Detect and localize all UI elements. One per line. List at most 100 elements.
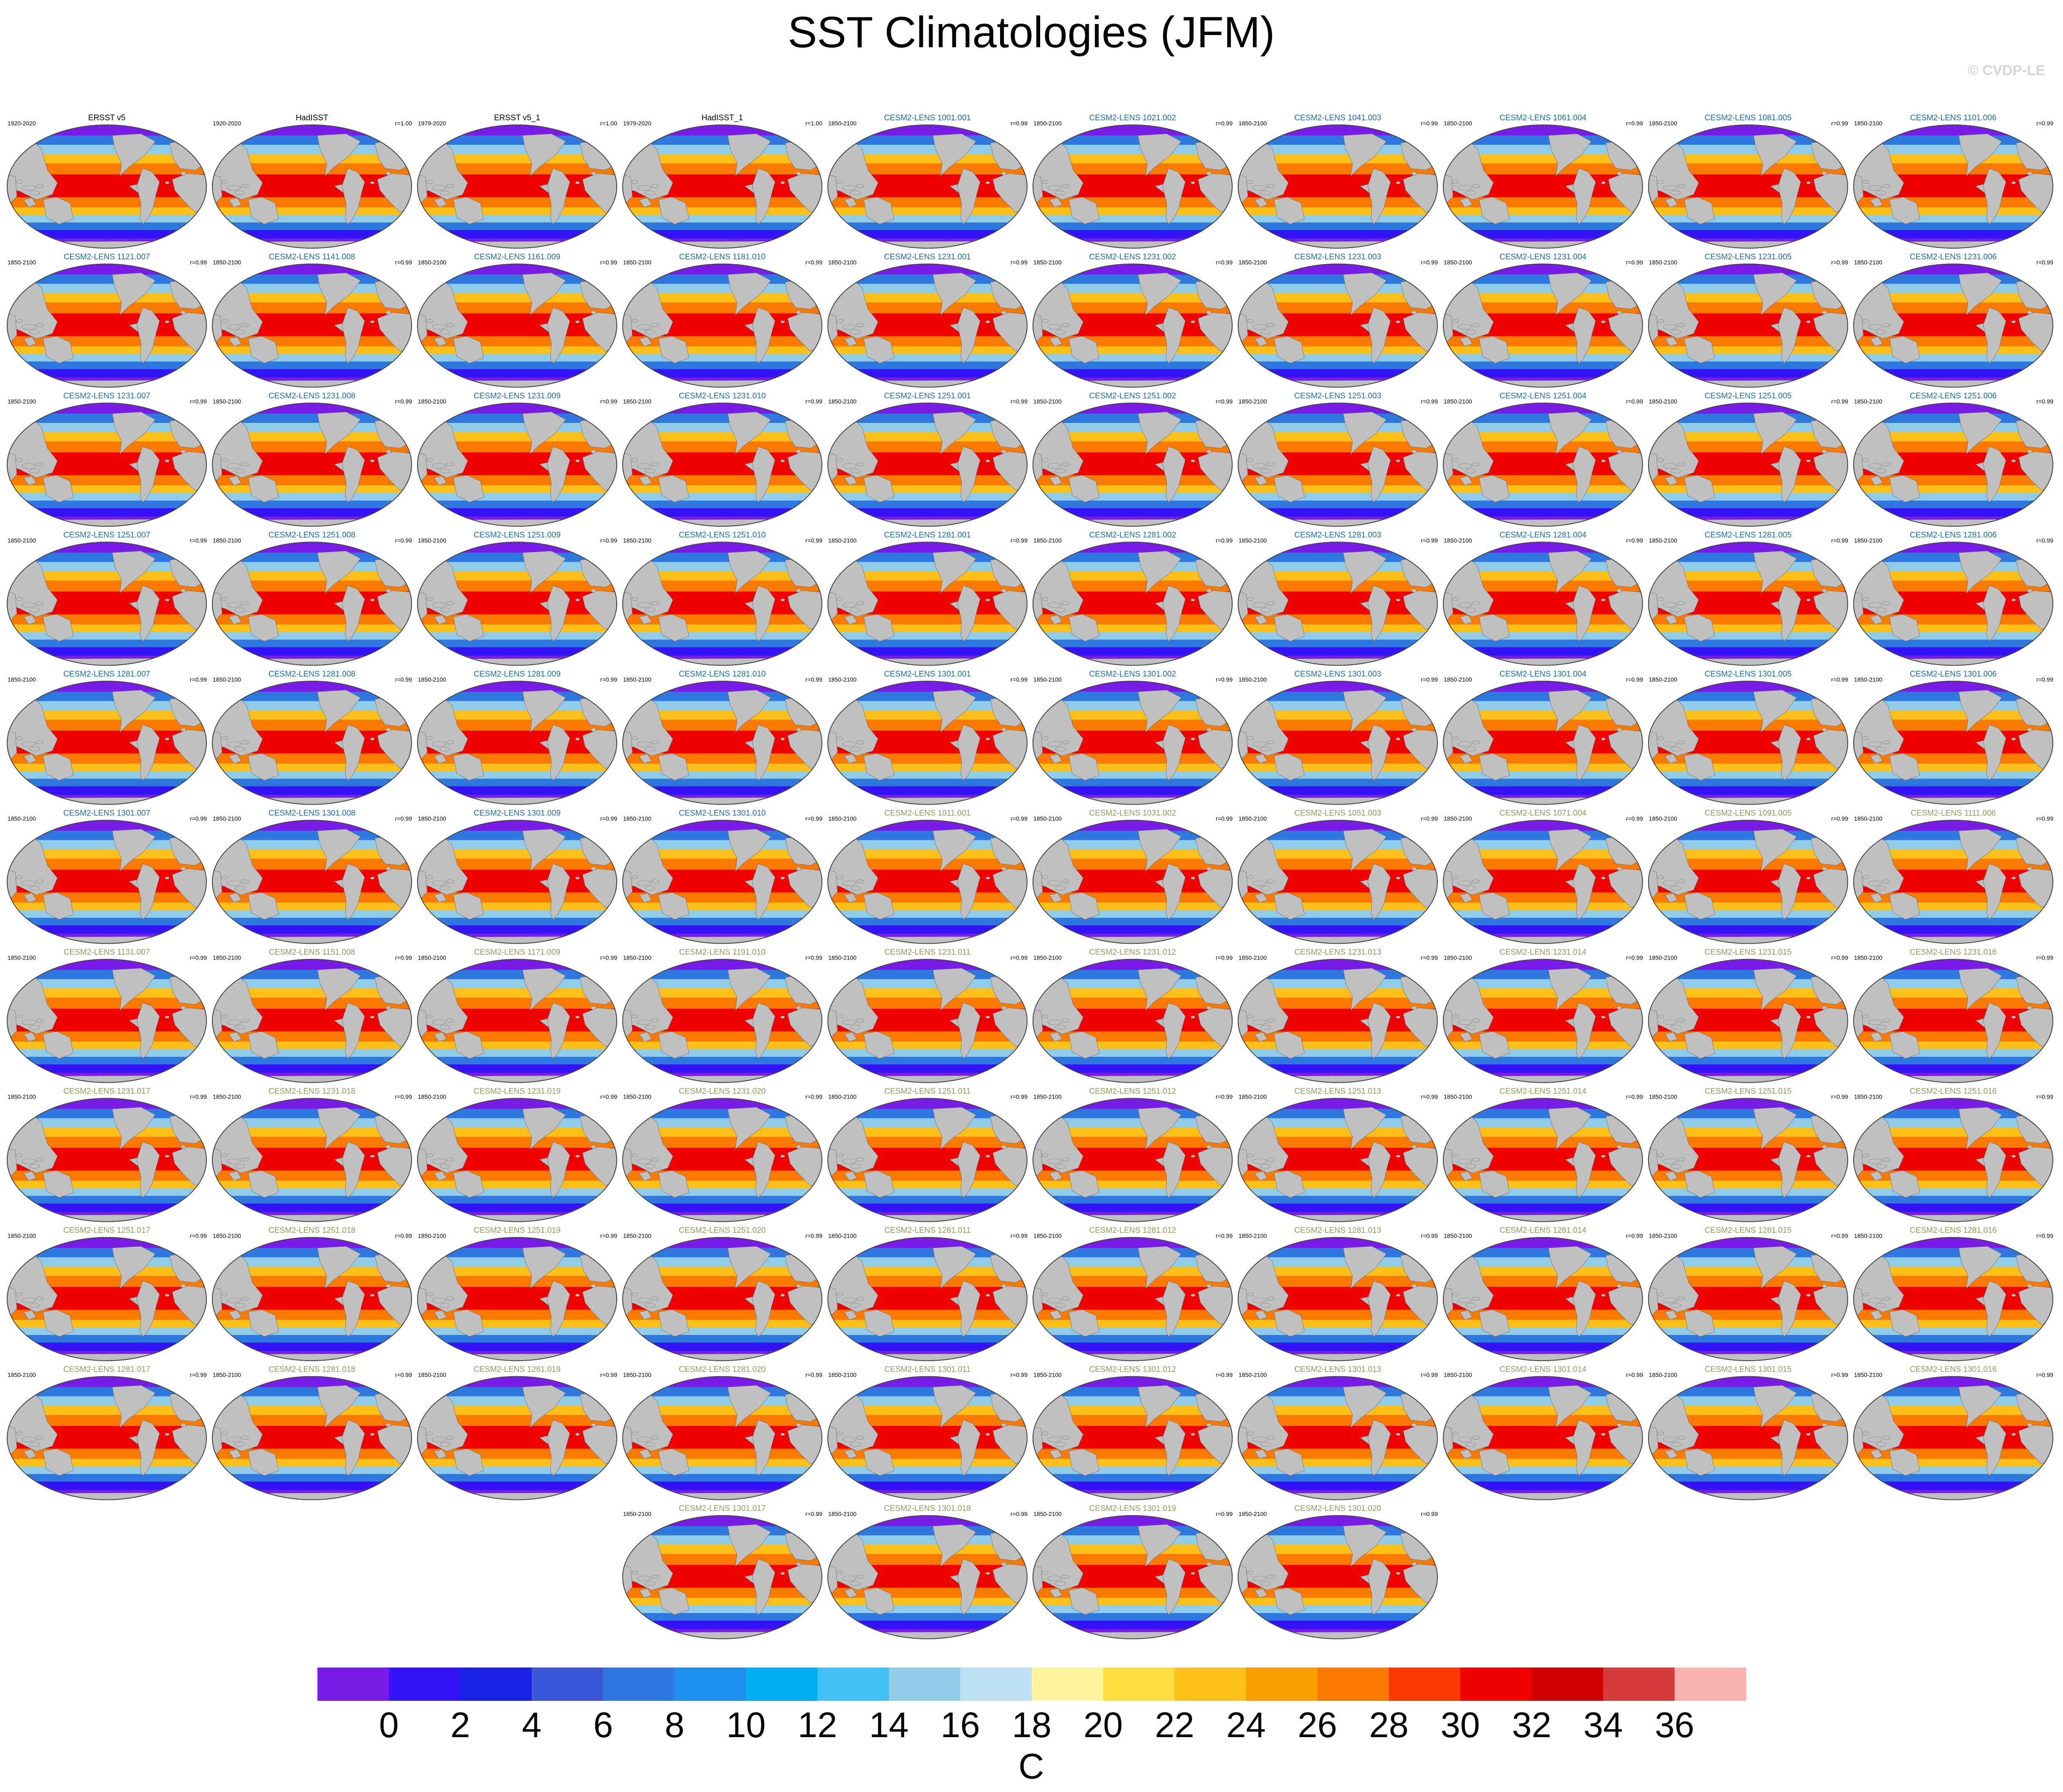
panel-name: CESM2-LENS 1181.010 <box>679 253 766 262</box>
sst-map <box>1853 959 2053 1083</box>
panel-name: CESM2-LENS 1231.008 <box>268 392 355 401</box>
sst-map <box>417 820 617 944</box>
panel-name: CESM2-LENS 1231.006 <box>1910 253 1997 262</box>
panel-name: CESM2-LENS 1281.015 <box>1705 1226 1792 1235</box>
panel-name: CESM2-LENS 1251.019 <box>474 1226 561 1235</box>
sst-map <box>1033 1376 1233 1500</box>
panel-name: CESM2-LENS 1231.002 <box>1089 253 1176 262</box>
panel-name: CESM2-LENS 1281.004 <box>1499 531 1586 540</box>
panel-name: CESM2-LENS 1281.016 <box>1910 1226 1997 1235</box>
panel-correlation: r=0.99 <box>1216 120 1233 127</box>
sst-map <box>622 820 822 944</box>
map-panel: CESM2-LENS 1231.020 1850-2100 r=0.99 <box>622 1087 822 1222</box>
panel-correlation: r=0.99 <box>1626 954 1643 961</box>
panel-period: 1850-2100 <box>1854 1372 1882 1378</box>
panel-name: CESM2-LENS 1281.019 <box>474 1365 561 1374</box>
map-panel: CESM2-LENS 1231.017 1850-2100 r=0.99 <box>7 1087 207 1222</box>
map-panel: CESM2-LENS 1021.002 1850-2100 r=0.99 <box>1033 114 1233 249</box>
panel-name: CESM2-LENS 1131.007 <box>64 948 150 957</box>
panel-correlation: r=0.99 <box>805 1510 822 1517</box>
panel-correlation: r=0.99 <box>190 259 207 266</box>
panel-period: 1850-2100 <box>8 537 36 544</box>
panel-name: CESM2-LENS 1251.001 <box>884 392 971 401</box>
sst-map <box>1648 681 1848 805</box>
map-panel: CESM2-LENS 1231.006 1850-2100 r=0.99 <box>1853 253 2053 388</box>
map-panel: CESM2-LENS 1281.003 1850-2100 r=0.99 <box>1238 531 1438 666</box>
map-panel: CESM2-LENS 1301.016 1850-2100 r=0.99 <box>1853 1365 2053 1500</box>
sst-map <box>417 541 617 666</box>
map-panel: CESM2-LENS 1001.001 1850-2100 r=0.99 <box>827 114 1027 249</box>
panel-period: 1850-2100 <box>1033 1094 1062 1100</box>
sst-map <box>1033 1237 1233 1361</box>
panel-correlation: r=0.99 <box>1421 1510 1438 1517</box>
panel-name: CESM2-LENS 1251.020 <box>679 1226 766 1235</box>
map-panel: CESM2-LENS 1281.002 1850-2100 r=0.99 <box>1033 531 1233 666</box>
sst-map <box>1238 263 1438 388</box>
panel-name: CESM2-LENS 1301.018 <box>884 1504 971 1513</box>
panel-period: 1850-2100 <box>1444 1232 1472 1239</box>
map-panel: CESM2-LENS 1281.008 1850-2100 r=0.99 <box>212 670 412 805</box>
panel-name: CESM2-LENS 1231.005 <box>1705 253 1792 262</box>
panel-name: CESM2-LENS 1281.006 <box>1910 531 1997 540</box>
map-panel: CESM2-LENS 1301.003 1850-2100 r=0.99 <box>1238 670 1438 805</box>
panel-name: CESM2-LENS 1301.013 <box>1294 1365 1381 1374</box>
panel-name: CESM2-LENS 1251.012 <box>1089 1087 1176 1096</box>
panel-period: 1850-2100 <box>1239 815 1267 822</box>
map-panel: CESM2-LENS 1151.008 1850-2100 r=0.99 <box>212 948 412 1083</box>
sst-map <box>417 403 617 527</box>
panel-period: 1850-2100 <box>8 954 36 961</box>
sst-map <box>622 541 822 666</box>
sst-map <box>827 541 1027 666</box>
map-panel: CESM2-LENS 1171.009 1850-2100 r=0.99 <box>417 948 617 1083</box>
panel-correlation: r=0.99 <box>2036 259 2053 266</box>
panel-correlation: r=0.99 <box>2036 815 2053 822</box>
panel-correlation: r=0.99 <box>600 815 617 822</box>
panel-name: CESM2-LENS 1301.003 <box>1294 670 1381 679</box>
map-panel: CESM2-LENS 1251.010 1850-2100 r=0.99 <box>622 531 822 666</box>
panel-period: 1850-2100 <box>1033 259 1062 266</box>
panel-correlation: r=0.99 <box>2036 398 2053 405</box>
panel-correlation: r=0.99 <box>1421 676 1438 683</box>
map-panel: CESM2-LENS 1281.009 1850-2100 r=0.99 <box>417 670 617 805</box>
figure-title: SST Climatologies (JFM) <box>788 8 1275 57</box>
panel-period: 1850-2100 <box>1033 815 1062 822</box>
sst-map <box>1033 541 1233 666</box>
map-panel: CESM2-LENS 1111.006 1850-2100 r=0.99 <box>1853 809 2053 944</box>
colorbar-tick-label: 28 <box>1369 1705 1408 1745</box>
panel-correlation: r=0.99 <box>805 676 822 683</box>
panel-correlation: r=0.99 <box>1831 815 1848 822</box>
colorbar-box <box>1174 1667 1247 1701</box>
map-panel: CESM2-LENS 1231.009 1850-2100 r=0.99 <box>417 392 617 527</box>
colorbar-tick-label: 30 <box>1440 1705 1480 1745</box>
panel-correlation: r=0.99 <box>1831 954 1848 961</box>
panel-correlation: r=0.99 <box>2036 537 2053 544</box>
sst-map <box>1648 959 1848 1083</box>
panel-name: CESM2-LENS 1251.011 <box>884 1087 971 1096</box>
colorbar-tick-label: 10 <box>726 1705 765 1745</box>
sst-map <box>7 1098 207 1222</box>
panel-name: CESM2-LENS 1041.003 <box>1294 114 1381 122</box>
panel-name: CESM2-LENS 1171.009 <box>474 948 561 957</box>
panel-correlation: r=0.99 <box>395 815 412 822</box>
panel-name: CESM2-LENS 1251.010 <box>679 531 766 540</box>
panel-correlation: r=0.99 <box>600 1372 617 1378</box>
panel-correlation: r=0.99 <box>190 537 207 544</box>
sst-map <box>622 1237 822 1361</box>
sst-map <box>1853 1098 2053 1222</box>
panel-period: 1850-2100 <box>828 954 857 961</box>
map-panel: CESM2-LENS 1251.003 1850-2100 r=0.99 <box>1238 392 1438 527</box>
panel-correlation: r=0.99 <box>2036 954 2053 961</box>
panel-correlation: r=0.99 <box>1626 398 1643 405</box>
panel-period: 1850-2100 <box>1239 676 1267 683</box>
map-panel: CESM2-LENS 1281.014 1850-2100 r=0.99 <box>1443 1226 1643 1361</box>
panel-name: CESM2-LENS 1251.007 <box>63 531 150 540</box>
panel-correlation: r=0.99 <box>805 1232 822 1239</box>
panel-name: CESM2-LENS 1231.018 <box>268 1087 355 1096</box>
sst-map <box>417 1098 617 1222</box>
panel-correlation: r=0.99 <box>2036 1232 2053 1239</box>
panel-period: 1850-2100 <box>1239 1372 1267 1378</box>
panel-period: 1850-2100 <box>1649 259 1677 266</box>
panel-period: 1850-2100 <box>418 1232 446 1239</box>
panel-correlation: r=0.99 <box>1216 1510 1233 1517</box>
panel-name: CESM2-LENS 1301.010 <box>679 809 766 818</box>
